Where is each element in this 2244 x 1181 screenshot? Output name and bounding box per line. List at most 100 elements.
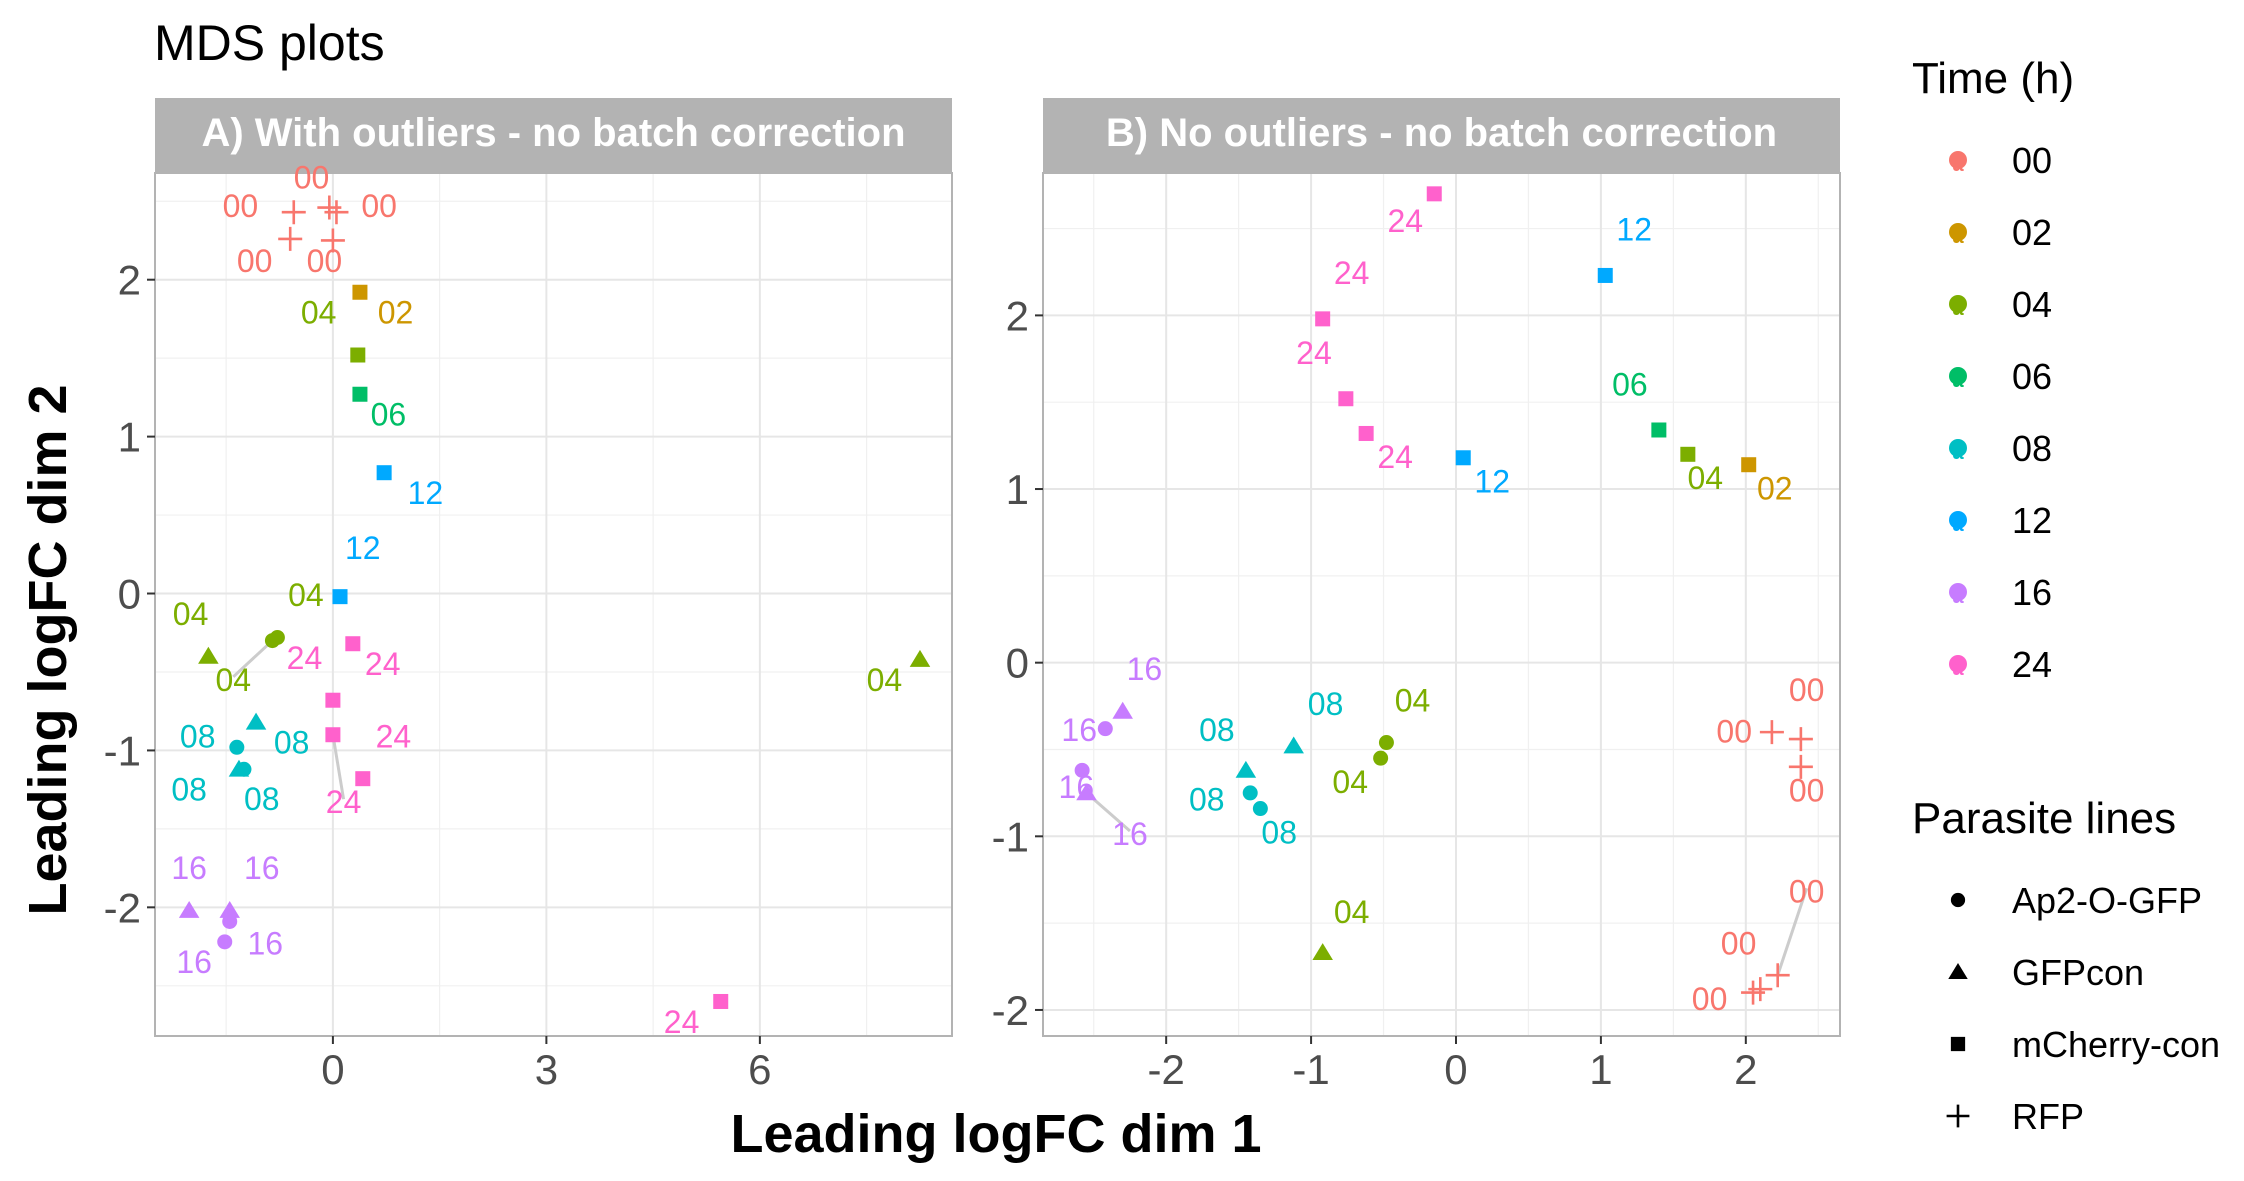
panel-strip [155, 98, 952, 173]
x-tick-label: -1 [1292, 1046, 1329, 1093]
panel-title: B) No outliers - no batch correction [1106, 111, 1777, 155]
point-label: 00 [361, 188, 397, 224]
legend-label-time: 08 [2012, 428, 2052, 469]
y-tick-label: -2 [992, 987, 1029, 1034]
point-label: 24 [1387, 203, 1423, 239]
point-label: 00 [294, 160, 330, 196]
legend-key-12 [1949, 511, 1967, 529]
data-point-04 [269, 629, 285, 645]
point-label: 04 [173, 596, 209, 632]
label-segment [232, 639, 274, 678]
data-point-02 [1741, 457, 1757, 473]
point-label: 04 [867, 662, 903, 698]
y-tick-label: -2 [104, 884, 141, 931]
point-label: 08 [171, 772, 207, 808]
data-point-24 [345, 636, 361, 652]
legend-key-00 [1949, 151, 1967, 169]
legend-label-line: Ap2-O-GFP [2012, 880, 2202, 921]
point-label: 08 [244, 781, 280, 817]
legend-label-time: 02 [2012, 212, 2052, 253]
legend-time-title: Time (h) [1912, 54, 2074, 103]
data-point-16 [1074, 762, 1090, 778]
y-tick-label: 2 [1006, 292, 1029, 339]
x-tick-label: 3 [535, 1046, 558, 1093]
point-label: 00 [1692, 981, 1728, 1017]
point-label: 24 [326, 784, 362, 820]
data-point-12 [332, 589, 348, 605]
data-point-08 [1283, 736, 1304, 754]
y-tick-label: 0 [1006, 640, 1029, 687]
data-point-00 [1759, 720, 1784, 745]
legend-key-02 [1949, 223, 1967, 241]
legend-label-time: 00 [2012, 140, 2052, 181]
data-point-24 [325, 692, 341, 708]
legend-label-line: GFPcon [2012, 952, 2144, 993]
point-label: 16 [1059, 769, 1095, 805]
point-label: 04 [1332, 764, 1368, 800]
y-tick-label: 2 [118, 257, 141, 304]
point-label: 00 [1789, 873, 1825, 909]
y-tick-label: 1 [118, 414, 141, 461]
point-label: 00 [307, 243, 343, 279]
y-axis-title: Leading logFC dim 2 [18, 384, 78, 915]
legend-key-glyph: a [1952, 370, 1964, 392]
x-tick-label: 1 [1589, 1046, 1612, 1093]
legend-key-24 [1949, 655, 1967, 673]
point-label: 00 [1789, 773, 1825, 809]
point-label: 24 [287, 640, 323, 676]
legend-label-time: 04 [2012, 284, 2052, 325]
point-label: 00 [1721, 925, 1757, 961]
y-tick-label: 1 [1006, 466, 1029, 513]
legend-key-06 [1949, 367, 1967, 385]
x-axis-title: Leading logFC dim 1 [730, 1104, 1261, 1164]
data-point-04 [198, 646, 219, 664]
data-point-00 [320, 228, 345, 253]
x-tick-label: 0 [321, 1046, 344, 1093]
legend-label-time: 06 [2012, 356, 2052, 397]
y-tick-label: -1 [992, 813, 1029, 860]
legend-label-line: mCherry-con [2012, 1024, 2220, 1065]
data-point-12 [376, 465, 392, 481]
point-label: 02 [378, 295, 414, 331]
point-label: 12 [345, 530, 381, 566]
point-label: 16 [1127, 651, 1163, 687]
data-point-16 [222, 913, 238, 929]
data-point-24 [355, 771, 371, 787]
point-label: 04 [301, 295, 337, 331]
data-point-00 [1765, 963, 1790, 988]
point-label: 02 [1757, 470, 1793, 506]
point-label: 16 [176, 944, 212, 980]
data-point-00 [1788, 727, 1813, 752]
point-label: 00 [223, 188, 259, 224]
y-tick-label: 0 [118, 571, 141, 618]
label-segments [232, 639, 346, 800]
panels: A) With outliers - no batch correction 0 3… [104, 98, 1841, 1093]
legend-key-plus [1946, 1104, 1970, 1128]
data-point-24 [1338, 391, 1354, 407]
legend-label-time: 24 [2012, 644, 2052, 685]
data-point-04 [1312, 943, 1333, 961]
point-label: 08 [1261, 814, 1297, 850]
data-point-04 [350, 347, 366, 363]
data-point-16 [178, 900, 200, 918]
data-point-16 [1076, 783, 1097, 801]
point-label: 16 [1112, 816, 1148, 852]
legend-lines-title: Parasite lines [1912, 794, 2176, 843]
legend-key-glyph: a [1952, 514, 1964, 536]
data-points [178, 195, 931, 1009]
point-label: 06 [1612, 366, 1648, 402]
point-label: 04 [288, 577, 324, 613]
point-label: 24 [1334, 255, 1370, 291]
data-point-08 [1242, 785, 1258, 801]
panel-a: A) With outliers - no batch correction 0 3… [104, 98, 953, 1093]
point-label: 08 [1308, 686, 1344, 722]
point-label: 16 [244, 850, 280, 886]
figure-title: MDS plots [154, 15, 385, 71]
data-point-00 [1741, 980, 1766, 1005]
data-point-12 [1597, 267, 1613, 283]
point-label: 04 [1687, 460, 1723, 496]
point-label: 24 [664, 1004, 700, 1040]
data-point-08 [236, 761, 252, 777]
panel-b: B) No outliers - no batch correction -2 -1… [992, 98, 1841, 1093]
